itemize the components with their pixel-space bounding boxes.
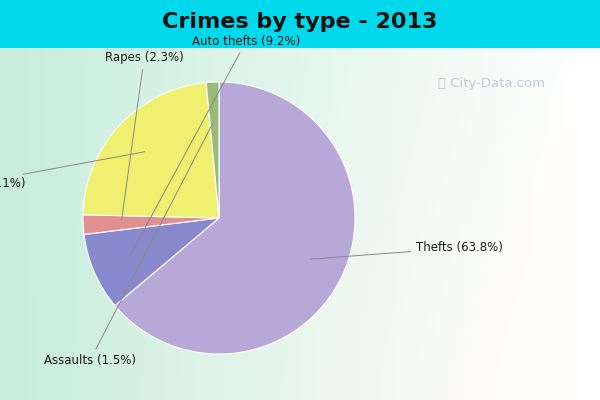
Wedge shape — [83, 83, 219, 218]
Text: ⓘ City-Data.com: ⓘ City-Data.com — [439, 78, 545, 90]
Wedge shape — [84, 218, 219, 306]
Text: Thefts (63.8%): Thefts (63.8%) — [311, 242, 503, 259]
Text: Crimes by type - 2013: Crimes by type - 2013 — [163, 12, 437, 32]
Wedge shape — [83, 215, 219, 234]
Wedge shape — [115, 82, 355, 354]
Text: Auto thefts (9.2%): Auto thefts (9.2%) — [131, 35, 301, 255]
Text: Burglaries (23.1%): Burglaries (23.1%) — [0, 152, 145, 190]
Text: Assaults (1.5%): Assaults (1.5%) — [44, 123, 213, 367]
Text: Rapes (2.3%): Rapes (2.3%) — [105, 51, 184, 220]
Wedge shape — [206, 82, 219, 218]
